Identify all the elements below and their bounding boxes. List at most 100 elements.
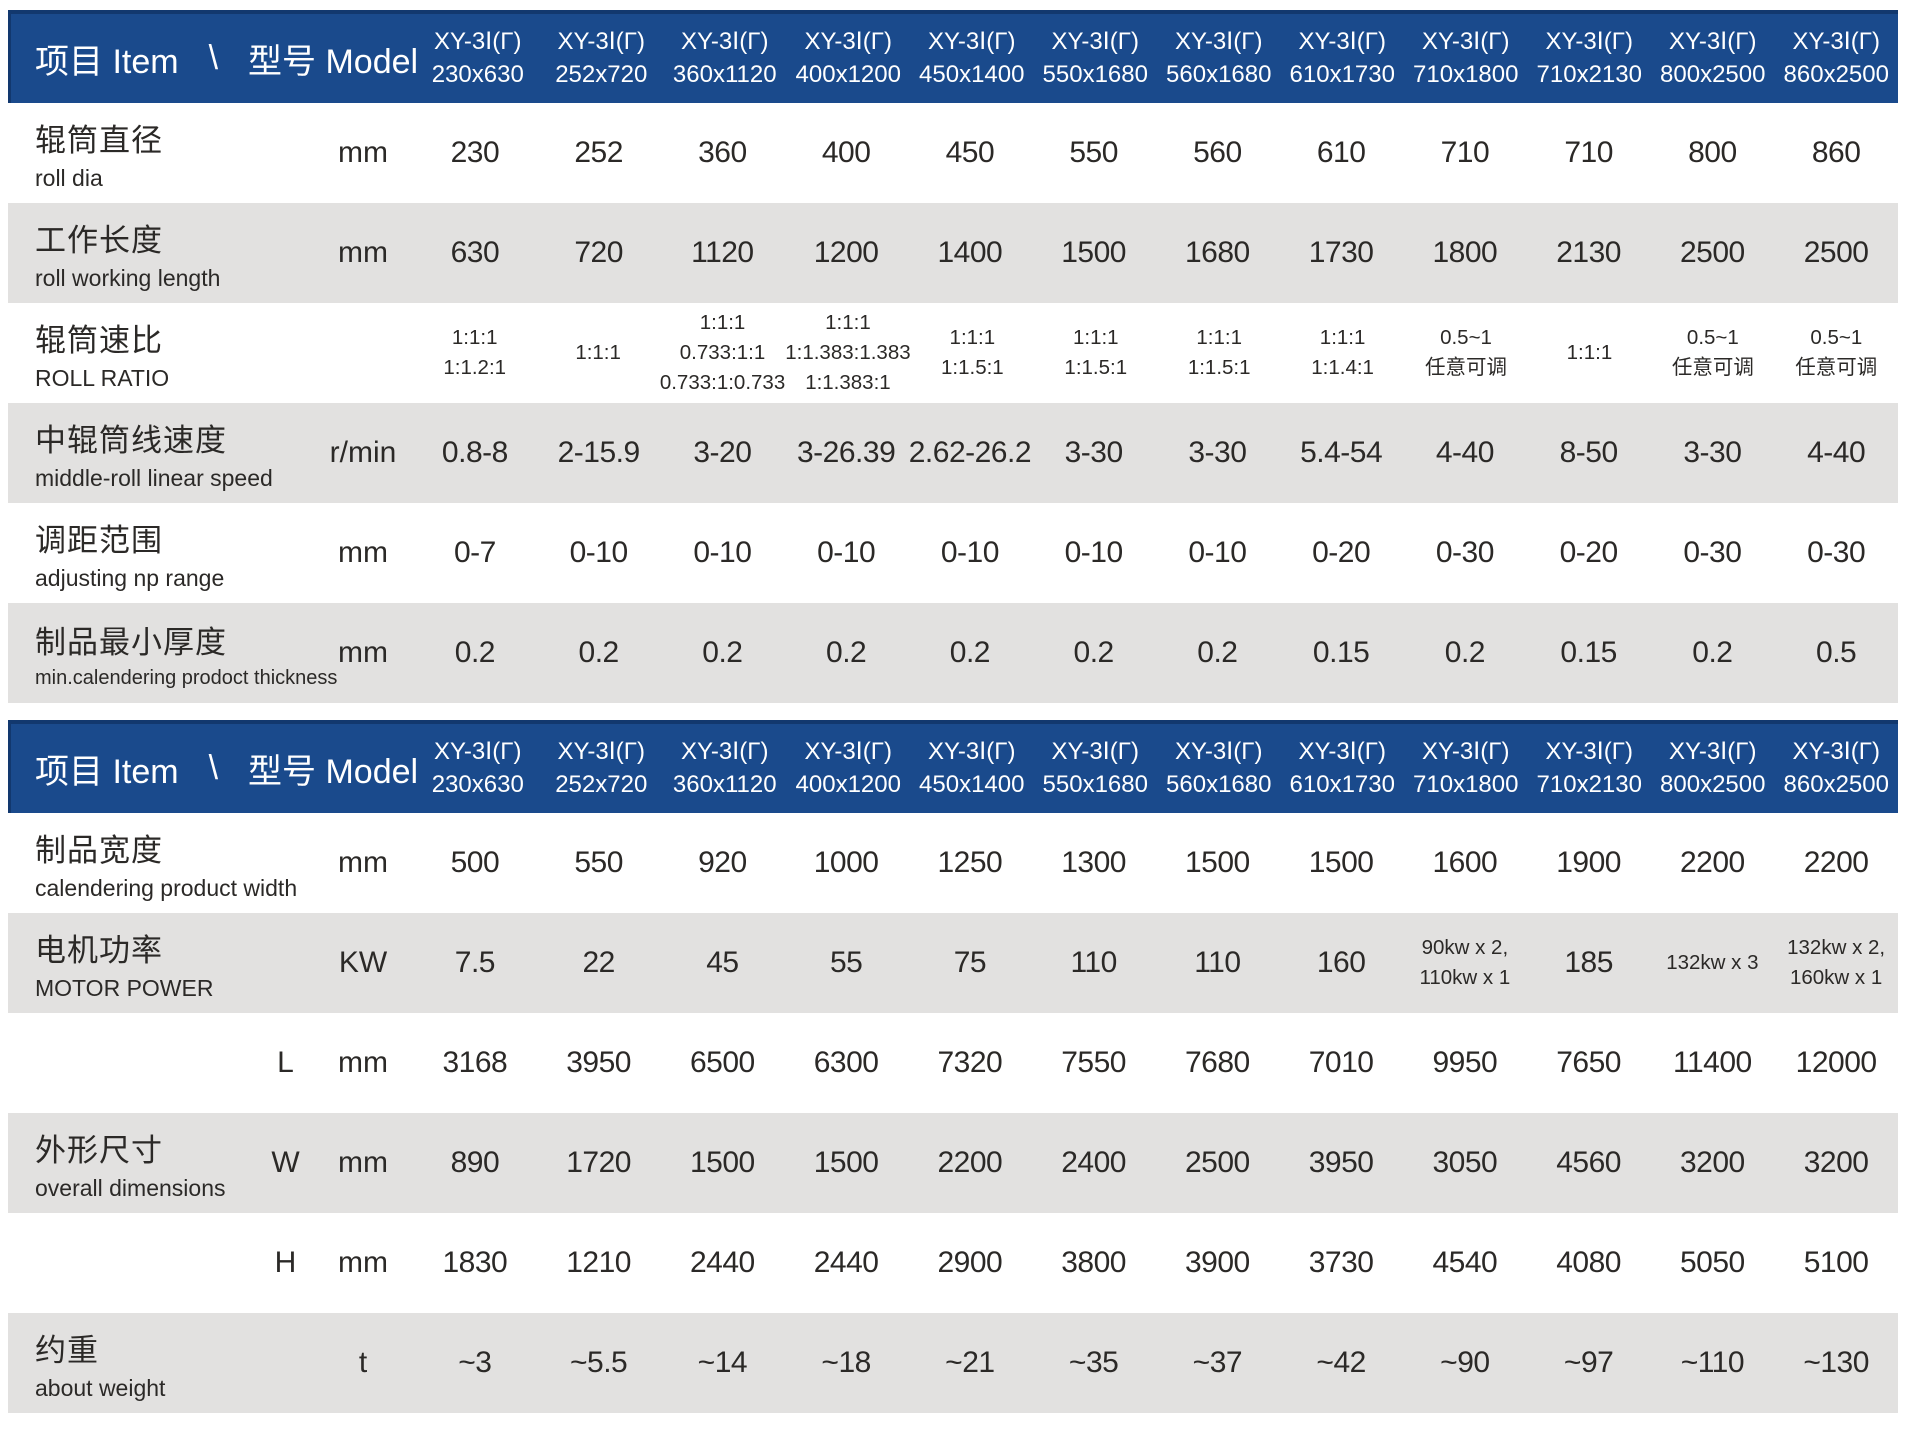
model-size: 450x1400 bbox=[919, 60, 1025, 88]
model-size: 860x2500 bbox=[1783, 770, 1889, 798]
row-label bbox=[8, 1261, 258, 1266]
value-cell: 75 bbox=[953, 946, 987, 979]
table-row: 中辊筒线速度 middle-roll linear speed r/min 0.8-8… bbox=[8, 403, 1898, 503]
value-cell: 6300 bbox=[813, 1046, 879, 1079]
value-cell: 0-20 bbox=[1312, 536, 1371, 569]
table-header-title: 项目 Item \ 型号 Model bbox=[11, 744, 418, 793]
model-column-header: XY-3Ⅰ(Γ) 252x720 bbox=[540, 736, 664, 801]
model-column-header: XY-3Ⅰ(Γ) 450x1400 bbox=[910, 26, 1034, 91]
value-cell: 12000 bbox=[1795, 1046, 1877, 1079]
header-item-label: 项目 Item bbox=[35, 753, 179, 791]
value-cell: 2440 bbox=[813, 1246, 879, 1279]
value-cell: 8-50 bbox=[1559, 436, 1619, 469]
model-name: XY-3Ⅰ(Γ) bbox=[557, 28, 645, 56]
value-cell: 1:1:1 1:1.2:1 bbox=[443, 325, 507, 379]
value-cell: 1:1:1 1:1.4:1 bbox=[1311, 325, 1374, 379]
unit-cell: mm bbox=[338, 1246, 388, 1279]
row-label-cn: 电机功率 bbox=[35, 932, 163, 968]
spec-table-upper: 项目 Item \ 型号 Model XY-3Ⅰ(Γ) 230x630 XY-3Ⅰ(Γ) 2… bbox=[8, 10, 1898, 703]
model-name: XY-3Ⅰ(Γ) bbox=[1669, 28, 1757, 56]
model-size: 710x2130 bbox=[1536, 60, 1642, 88]
value-cell: 7320 bbox=[937, 1046, 1003, 1079]
value-cell: 710 bbox=[1564, 136, 1613, 169]
model-size: 710x1800 bbox=[1413, 770, 1519, 798]
model-size: 610x1730 bbox=[1289, 60, 1395, 88]
value-cell: 0-30 bbox=[1683, 536, 1742, 569]
model-name: XY-3Ⅰ(Γ) bbox=[1792, 738, 1880, 766]
value-cell: 5100 bbox=[1803, 1246, 1869, 1279]
unit-cell: mm bbox=[338, 236, 388, 269]
value-cell: 132kw x 3 bbox=[1666, 950, 1759, 974]
value-cell: 2.62-26.2 bbox=[908, 436, 1032, 469]
model-column-header: XY-3Ⅰ(Γ) 800x2500 bbox=[1651, 26, 1775, 91]
value-cell: ~110 bbox=[1680, 1346, 1745, 1379]
value-cell: 1900 bbox=[1556, 846, 1621, 879]
model-column-header: XY-3Ⅰ(Γ) 710x2130 bbox=[1528, 736, 1652, 801]
dimension-letter: W bbox=[271, 1146, 300, 1179]
model-column-header: XY-3Ⅰ(Γ) 710x1800 bbox=[1404, 736, 1528, 801]
model-size: 710x2130 bbox=[1536, 770, 1642, 798]
model-name: XY-3Ⅰ(Γ) bbox=[434, 738, 522, 766]
value-cell: ~21 bbox=[945, 1346, 995, 1379]
value-cell: 0.2 bbox=[1197, 636, 1238, 669]
value-cell: 3800 bbox=[1061, 1246, 1126, 1279]
table-row: 工作长度 roll working length mm 630 720 1120 1200 1… bbox=[8, 203, 1898, 303]
value-cell: 2-15.9 bbox=[557, 436, 641, 469]
value-cell: ~18 bbox=[821, 1346, 871, 1379]
model-size: 710x1800 bbox=[1413, 60, 1519, 88]
value-cell: 90kw x 2, 110kw x 1 bbox=[1419, 935, 1511, 989]
model-name: XY-3Ⅰ(Γ) bbox=[1175, 28, 1263, 56]
row-label-cn: 调距范围 bbox=[35, 522, 163, 558]
value-cell: 0.5~1 任意可调 bbox=[1425, 325, 1508, 379]
value-cell: 4540 bbox=[1432, 1246, 1498, 1279]
model-size: 400x1200 bbox=[795, 770, 901, 798]
model-size: 550x1680 bbox=[1042, 770, 1148, 798]
row-label-en: middle-roll linear speed bbox=[35, 464, 273, 491]
value-cell: 0.15 bbox=[1560, 636, 1617, 669]
value-cell: 0.15 bbox=[1312, 636, 1370, 669]
value-cell: 7.5 bbox=[454, 946, 496, 979]
value-cell: ~5.5 bbox=[570, 1346, 628, 1379]
model-name: XY-3Ⅰ(Γ) bbox=[1051, 738, 1139, 766]
value-cell: 560 bbox=[1193, 136, 1242, 169]
value-cell: 400 bbox=[821, 136, 871, 169]
model-column-header: XY-3Ⅰ(Γ) 860x2500 bbox=[1775, 736, 1899, 801]
value-cell: 360 bbox=[698, 136, 747, 169]
model-name: XY-3Ⅰ(Γ) bbox=[681, 28, 769, 56]
row-label-en: about weight bbox=[35, 1374, 166, 1401]
value-cell: 2500 bbox=[1680, 236, 1745, 269]
model-size: 560x1680 bbox=[1166, 60, 1272, 88]
row-label-cn: 辊筒直径 bbox=[35, 122, 163, 158]
table-row: 辊筒直径 roll dia mm 230 252 360 400 450 550 560 610 71… bbox=[8, 103, 1898, 203]
value-cell: 800 bbox=[1688, 136, 1737, 169]
unit-cell: mm bbox=[338, 1046, 388, 1079]
table-header-title: 项目 Item \ 型号 Model bbox=[11, 34, 418, 83]
value-cell: 500 bbox=[450, 846, 500, 879]
value-cell: 2500 bbox=[1185, 1146, 1250, 1179]
value-cell: 185 bbox=[1564, 946, 1613, 979]
row-label-cn: 中辊筒线速度 bbox=[35, 422, 227, 458]
value-cell: 1300 bbox=[1061, 846, 1126, 879]
value-cell: 1:1:1 1:1.5:1 bbox=[941, 325, 1004, 379]
value-cell: 4-40 bbox=[1807, 436, 1866, 469]
value-cell: ~35 bbox=[1068, 1346, 1119, 1379]
row-label: 制品宽度 calendering product width bbox=[8, 825, 297, 902]
value-cell: 0.5 bbox=[1816, 636, 1857, 669]
value-cell: 2400 bbox=[1061, 1146, 1126, 1179]
value-cell: ~130 bbox=[1803, 1346, 1869, 1379]
unit-cell: mm bbox=[338, 636, 388, 669]
value-cell: 3950 bbox=[566, 1046, 631, 1079]
value-cell: 0-10 bbox=[817, 536, 876, 569]
value-cell: 160 bbox=[1316, 946, 1366, 979]
row-label: 电机功率 MOTOR POWER bbox=[8, 925, 258, 1002]
table-row: 制品宽度 calendering product width mm 500 550 920… bbox=[8, 813, 1898, 913]
value-cell: 4560 bbox=[1556, 1146, 1621, 1179]
model-column-header: XY-3Ⅰ(Γ) 610x1730 bbox=[1281, 26, 1405, 91]
value-cell: 9950 bbox=[1432, 1046, 1498, 1079]
header-slash: \ bbox=[208, 749, 219, 787]
value-cell: 3-30 bbox=[1188, 436, 1247, 469]
value-cell: ~3 bbox=[458, 1346, 492, 1379]
value-cell: 0.8-8 bbox=[441, 436, 508, 469]
value-cell: 1000 bbox=[813, 846, 879, 879]
